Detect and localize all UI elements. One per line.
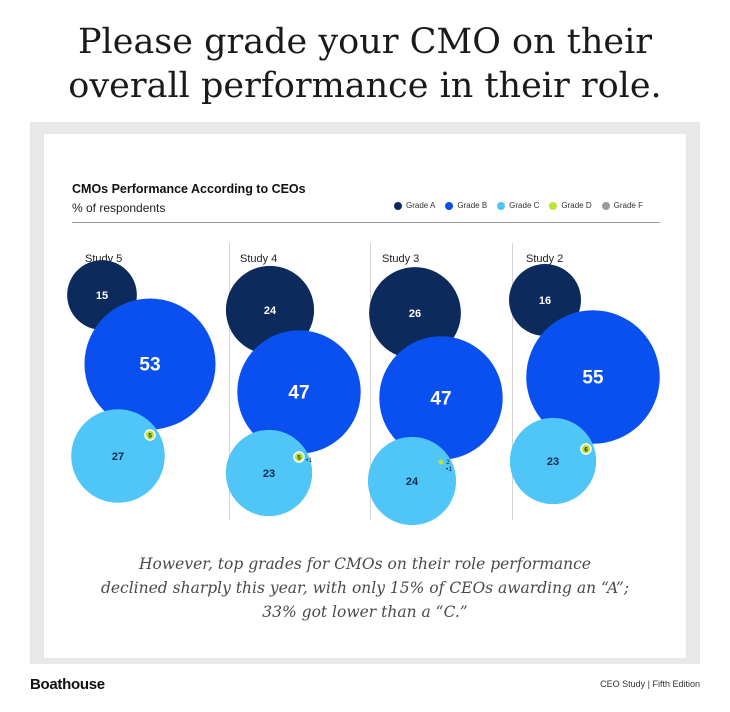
bubble-label-study-5-grade-b: 53 bbox=[139, 355, 160, 376]
bubble-study-4-grade-b bbox=[237, 330, 361, 454]
legend-swatch-grade-b bbox=[445, 201, 454, 210]
legend-item-grade-b: Grade B bbox=[445, 201, 487, 210]
bubble-label-study-5-grade-d: 5 bbox=[148, 432, 152, 439]
bubble-label-study-3-grade-f: •1 bbox=[446, 466, 452, 473]
chart-subtitle: % of respondents bbox=[72, 201, 166, 215]
chart-legend: Grade A Grade B Grade C Grade D Grade F bbox=[394, 201, 684, 210]
column-divider bbox=[370, 243, 371, 520]
legend-label-grade-a: Grade A bbox=[406, 201, 436, 210]
footnote-line-1: However, top grades for CMOs on their ro… bbox=[139, 555, 591, 573]
bubble-label-study-2-grade-c: 23 bbox=[547, 456, 559, 468]
study-label-study-3: Study 3 bbox=[382, 253, 420, 265]
bubble-label-study-3-grade-b: 47 bbox=[430, 389, 451, 410]
bubble-study-4-grade-c bbox=[225, 429, 313, 517]
legend-label-grade-d: Grade D bbox=[561, 201, 592, 210]
legend-item-grade-d: Grade D bbox=[549, 201, 592, 210]
bubble-label-study-4-grade-a: 24 bbox=[264, 305, 277, 317]
bubble-label-study-4-grade-c: 23 bbox=[263, 468, 275, 480]
bubble-label-study-4-grade-f: •1 bbox=[306, 457, 312, 464]
bubble-label-study-2-grade-a: 16 bbox=[539, 295, 551, 307]
bubble-label-study-2-grade-d: 6 bbox=[584, 446, 588, 453]
bubble-label-study-3-grade-c: 24 bbox=[406, 476, 419, 488]
footnote-line-3: 33% got lower than a “C.” bbox=[262, 603, 468, 621]
study-label-study-4: Study 4 bbox=[240, 253, 278, 265]
bubble-study-2-grade-d bbox=[580, 443, 592, 455]
bubble-study-3-grade-d bbox=[438, 459, 444, 465]
legend-swatch-grade-a bbox=[394, 201, 402, 210]
brand-logo: Boathouse bbox=[30, 676, 105, 693]
legend-swatch-grade-c bbox=[497, 201, 506, 210]
bubble-label-study-3-grade-a: 26 bbox=[409, 308, 421, 320]
edition-label: CEO Study | Fifth Edition bbox=[600, 679, 700, 689]
legend-swatch-grade-d bbox=[549, 201, 558, 210]
legend-label-grade-c: Grade C bbox=[509, 201, 540, 210]
headline-line-1: Please grade your CMO on their bbox=[77, 22, 653, 62]
footnote-line-2: declined sharply this year, with only 15… bbox=[100, 579, 630, 597]
column-divider bbox=[512, 243, 513, 520]
headline-line-2: overall performance in their role. bbox=[68, 66, 662, 106]
bubble-study-5-grade-b bbox=[84, 298, 216, 430]
bubble-study-4-grade-d bbox=[293, 451, 305, 463]
bubble-study-5-grade-d bbox=[144, 429, 156, 441]
legend-item-grade-a: Grade A bbox=[394, 201, 435, 210]
legend-label-grade-b: Grade B bbox=[457, 201, 488, 210]
bubble-label-study-2-grade-b: 55 bbox=[582, 368, 604, 389]
bubble-study-3-grade-c bbox=[367, 436, 457, 526]
bubble-label-study-5-grade-c: 27 bbox=[112, 451, 124, 463]
bubble-label-study-3-grade-d: 2 bbox=[446, 459, 450, 466]
bubble-study-2-grade-b bbox=[526, 310, 660, 444]
bubble-study-3-grade-b bbox=[379, 336, 503, 460]
legend-swatch-grade-f bbox=[601, 201, 610, 210]
bubble-label-study-4-grade-d: 5 bbox=[297, 454, 301, 461]
bubble-study-2-grade-c bbox=[509, 417, 597, 505]
bubble-study-3-grade-a bbox=[369, 267, 461, 359]
legend-item-grade-f: Grade F bbox=[601, 201, 643, 210]
bubble-label-study-4-grade-b: 47 bbox=[288, 383, 309, 404]
bubble-label-study-5-grade-a: 15 bbox=[96, 290, 108, 302]
footnote: However, top grades for CMOs on their ro… bbox=[0, 552, 730, 624]
column-divider bbox=[229, 243, 230, 520]
headline: Please grade your CMO on their overall p… bbox=[0, 20, 730, 108]
chart-title: CMOs Performance According to CEOs bbox=[72, 182, 306, 196]
study-label-study-2: Study 2 bbox=[526, 253, 564, 265]
chart-header-rule bbox=[72, 222, 660, 223]
bubble-study-5-grade-c bbox=[71, 409, 165, 503]
legend-item-grade-c: Grade C bbox=[497, 201, 539, 210]
legend-label-grade-f: Grade F bbox=[613, 201, 643, 210]
